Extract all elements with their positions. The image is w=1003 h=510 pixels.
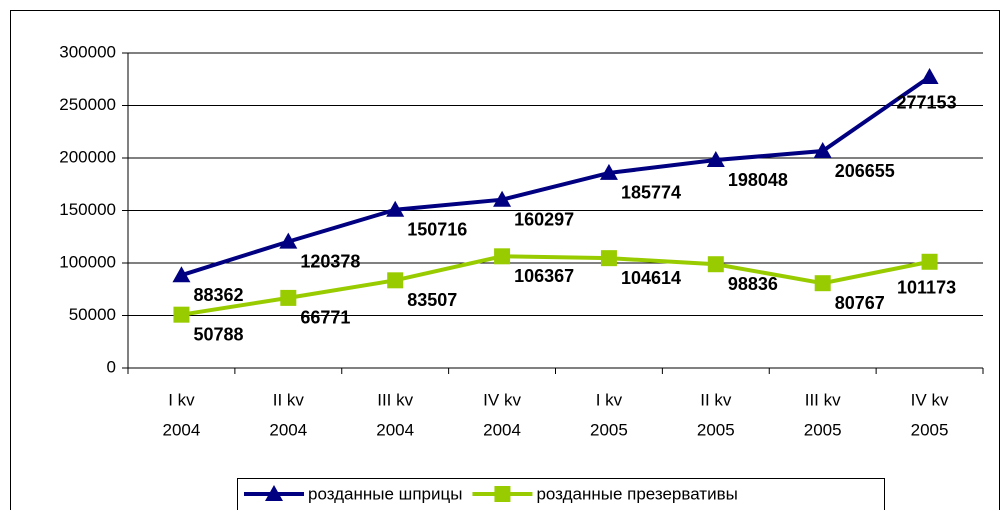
y-tick-label: 300000 [59, 42, 116, 61]
x-tick-label: 2004 [163, 420, 201, 439]
x-tick-label: 2004 [483, 420, 521, 439]
marker [280, 289, 297, 306]
value-label: 106367 [514, 266, 574, 286]
marker [921, 253, 938, 270]
value-label: 88362 [193, 285, 243, 305]
y-tick-label: 250000 [59, 95, 116, 114]
y-tick-label: 50000 [69, 305, 116, 324]
marker [387, 272, 404, 289]
x-tick-label: II kv [273, 390, 305, 409]
x-tick-label: III kv [805, 390, 841, 409]
x-tick-label: I kv [168, 390, 195, 409]
x-tick-label: 2005 [911, 420, 949, 439]
marker [494, 248, 511, 265]
marker [599, 163, 618, 180]
x-tick-label: 2005 [697, 420, 735, 439]
legend-label: розданные шприцы [308, 484, 462, 503]
value-label: 66771 [300, 308, 350, 328]
marker [814, 275, 831, 292]
marker [813, 142, 832, 159]
value-label: 104614 [621, 268, 681, 288]
marker [386, 200, 405, 217]
value-label: 160297 [514, 209, 574, 229]
marker [600, 250, 617, 267]
y-tick-label: 0 [107, 357, 116, 376]
x-tick-label: 2004 [376, 420, 414, 439]
marker [173, 306, 190, 323]
y-tick-label: 150000 [59, 200, 116, 219]
value-label: 83507 [407, 290, 457, 310]
legend-label: розданные презервативы [536, 484, 737, 503]
series-line [181, 254, 930, 317]
value-label: 98836 [728, 274, 778, 294]
value-label: 101173 [897, 278, 956, 298]
value-label: 120378 [300, 251, 360, 271]
y-tick-label: 100000 [59, 252, 116, 271]
marker [265, 485, 283, 501]
legend: розданные шприцы розданные презервативы [237, 478, 885, 510]
marker [493, 190, 512, 207]
value-label: 50788 [193, 324, 243, 344]
x-tick-label: I kv [596, 390, 623, 409]
marker [706, 151, 725, 168]
x-tick-label: III kv [377, 390, 413, 409]
y-tick-label: 200000 [59, 147, 116, 166]
value-label: 150716 [407, 219, 467, 239]
marker [707, 256, 724, 273]
x-tick-label: 2005 [590, 420, 628, 439]
series-line [180, 75, 931, 278]
x-tick-label: 2005 [804, 420, 842, 439]
x-tick-label: IV kv [911, 390, 949, 409]
value-label: 80767 [835, 293, 885, 313]
marker [172, 266, 191, 283]
legend-box [237, 478, 885, 510]
x-tick-label: 2004 [269, 420, 307, 439]
value-label: 277153 [897, 93, 957, 113]
x-tick-label: II kv [700, 390, 732, 409]
marker [920, 67, 939, 84]
value-label: 206655 [835, 161, 895, 181]
marker [279, 232, 298, 249]
value-label: 185774 [621, 183, 681, 203]
value-label: 198048 [728, 170, 788, 190]
x-tick-label: IV kv [483, 390, 521, 409]
marker [494, 486, 511, 502]
